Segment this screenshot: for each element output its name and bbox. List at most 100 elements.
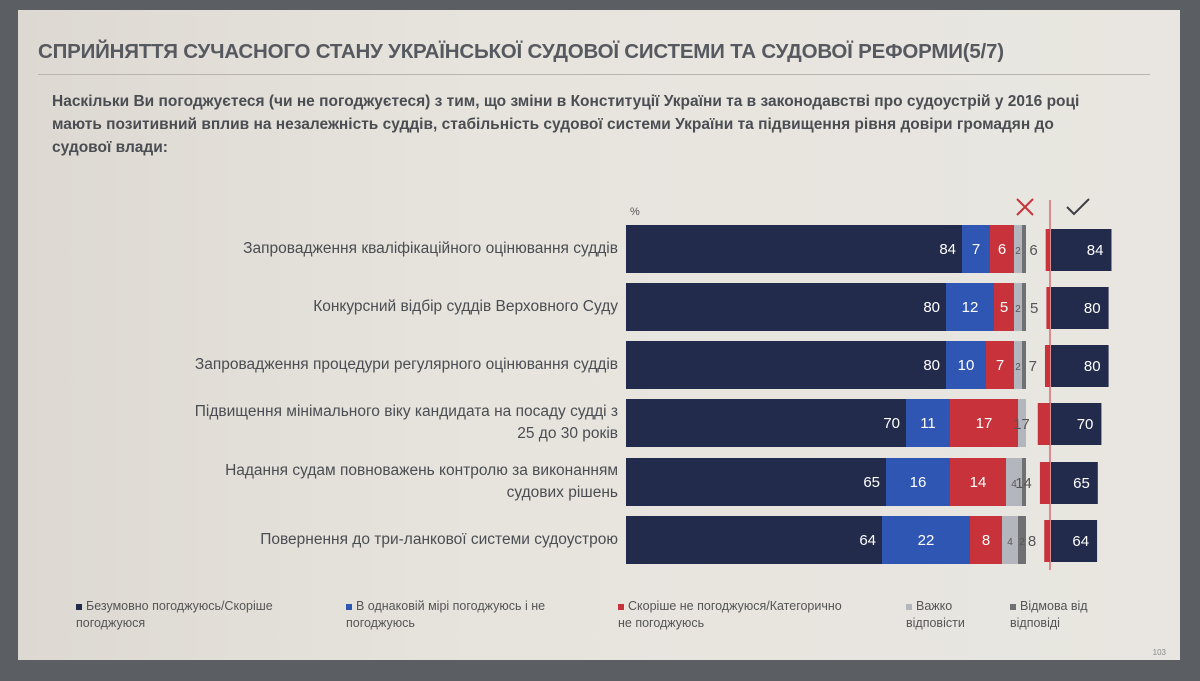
data-label: 64 xyxy=(859,532,876,549)
category-label: Конкурсний відбір суддів Верховного Суду xyxy=(58,296,618,318)
data-label: 2 xyxy=(1019,537,1025,548)
bar-segment xyxy=(882,516,970,564)
data-label: 2 xyxy=(1015,304,1021,315)
bar-segment xyxy=(1022,341,1026,389)
bar-segment xyxy=(1022,283,1026,331)
legend-item: Безумовно погоджуюсь/Скоріше погоджуюся xyxy=(76,598,273,632)
bar-segment xyxy=(986,341,1014,389)
data-label: 10 xyxy=(958,357,975,374)
category-label: Надання судам повноважень контролю за ви… xyxy=(58,460,618,504)
data-label: 6 xyxy=(998,241,1006,258)
legend-line: Важко xyxy=(906,598,965,615)
check-icon xyxy=(1066,198,1090,216)
page-title: СПРИЙНЯТТЯ СУЧАСНОГО СТАНУ УКРАЇНСЬКОЇ С… xyxy=(38,40,1004,63)
category-label-line: Конкурсний відбір суддів Верховного Суду xyxy=(313,298,618,315)
data-label: 65 xyxy=(863,474,880,491)
bar-segment xyxy=(946,283,994,331)
summary-agree-label: 80 xyxy=(1084,358,1101,375)
category-label-line: Повернення до три-ланкової системи судоу… xyxy=(260,531,618,548)
legend-text: Важко xyxy=(916,599,953,613)
bar-segment xyxy=(886,458,950,506)
category-label-line: Запровадження кваліфікаційного оцінюванн… xyxy=(243,240,618,257)
legend-swatch xyxy=(618,603,624,610)
data-label: 14 xyxy=(970,474,987,491)
bar-segment xyxy=(950,399,1018,447)
legend-text: В однаковій мірі погоджуюсь і не xyxy=(356,599,546,613)
data-label: 80 xyxy=(923,357,940,374)
category-label: Підвищення мінімального віку кандидата н… xyxy=(58,401,618,445)
data-label: 70 xyxy=(883,415,900,432)
bar-segment xyxy=(994,283,1014,331)
legend-line: В однаковій мірі погоджуюсь і не xyxy=(346,598,545,615)
bar-segment xyxy=(962,225,990,273)
data-label: 7 xyxy=(972,241,980,258)
bar-segment xyxy=(1002,516,1018,564)
legend-text: відповісти xyxy=(906,616,965,630)
data-label: 2 xyxy=(1015,246,1021,257)
bar-segment xyxy=(626,516,882,564)
bar-segment xyxy=(946,341,986,389)
legend-swatch xyxy=(346,603,352,610)
cross-icon xyxy=(1016,198,1034,216)
legend-line: Відмова від xyxy=(1010,598,1088,615)
bar-segment xyxy=(1018,516,1026,564)
legend-line: погоджуюсь xyxy=(346,615,545,632)
bar-segment xyxy=(626,283,946,331)
legend-text: Відмова від xyxy=(1020,599,1088,613)
data-label: 2 xyxy=(1015,362,1021,373)
data-label: 4 xyxy=(1011,479,1017,490)
legend-line: Скоріше не погоджуюся/Категорично xyxy=(618,598,842,615)
data-label: 84 xyxy=(939,241,956,258)
legend-line: не погоджуюсь xyxy=(618,615,842,632)
title-divider xyxy=(38,74,1150,75)
category-label: Повернення до три-ланкової системи судоу… xyxy=(58,529,618,551)
bar-segment xyxy=(950,458,1006,506)
summary-agree-label: 84 xyxy=(1087,242,1104,259)
legend-item: Відмова від відповіді xyxy=(1010,598,1088,632)
bar-segment xyxy=(1006,458,1022,506)
data-label: 80 xyxy=(923,299,940,316)
legend-text: відповіді xyxy=(1010,616,1060,630)
legend-text: Безумовно погоджуюсь/Скоріше xyxy=(86,599,273,613)
legend-line: відповіді xyxy=(1010,615,1088,632)
data-label: 22 xyxy=(918,532,935,549)
bar-segment xyxy=(970,516,1002,564)
legend-text: погоджуюсь xyxy=(346,616,415,630)
summary-agree-label: 80 xyxy=(1084,300,1101,317)
bar-segment xyxy=(1022,458,1026,506)
percent-sign: % xyxy=(630,206,640,218)
bar-segment xyxy=(990,225,1014,273)
legend-line: погоджуюся xyxy=(76,615,273,632)
legend-text: погоджуюся xyxy=(76,616,146,630)
data-label: 5 xyxy=(1000,299,1008,316)
legend-swatch xyxy=(1010,603,1016,610)
data-label: 7 xyxy=(996,357,1004,374)
bar-segment xyxy=(906,399,950,447)
category-label-line: судових рішень xyxy=(506,484,618,501)
legend-line: відповісти xyxy=(906,615,965,632)
bar-segment xyxy=(1022,225,1026,273)
category-label-line: Запровадження процедури регулярного оцін… xyxy=(194,356,618,373)
bar-segment xyxy=(1018,399,1026,447)
category-label-line: 25 до 30 років xyxy=(517,425,618,442)
category-label: Запровадження кваліфікаційного оцінюванн… xyxy=(58,238,618,260)
legend-swatch xyxy=(906,603,912,610)
data-label: 17 xyxy=(976,415,993,432)
category-label-line: Підвищення мінімального віку кандидата н… xyxy=(194,403,618,420)
legend-text: не погоджуюсь xyxy=(618,616,705,630)
bar-segment xyxy=(626,225,962,273)
data-label: 16 xyxy=(910,474,927,491)
legend-line: Безумовно погоджуюсь/Скоріше xyxy=(76,598,273,615)
bar-segment xyxy=(626,399,906,447)
data-label: 4 xyxy=(1007,537,1013,548)
survey-question: Наскільки Ви погоджуєтеся (чи не погоджу… xyxy=(52,93,1080,156)
bar-segment xyxy=(626,458,886,506)
category-label-line: Надання судам повноважень контролю за ви… xyxy=(225,462,618,479)
legend-swatch xyxy=(76,603,82,610)
bar-segment xyxy=(626,341,946,389)
data-label: 12 xyxy=(962,299,979,316)
legend-item: В однаковій мірі погоджуюсь і не погоджую… xyxy=(346,598,545,632)
page-number: 103 xyxy=(1152,648,1166,657)
legend-text: Скоріше не погоджуюся/Категорично xyxy=(628,599,842,613)
